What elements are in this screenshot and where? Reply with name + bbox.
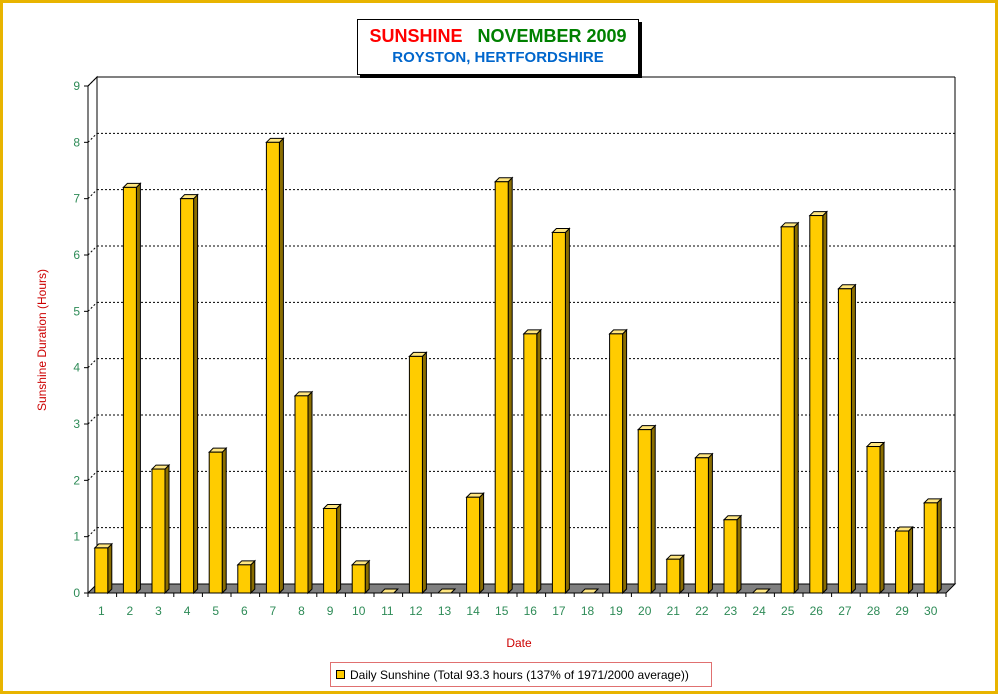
x-tick-label: 25	[781, 604, 795, 618]
bar	[293, 390, 314, 595]
y-tick-label: 1	[73, 530, 80, 544]
y-tick-label: 2	[73, 473, 80, 487]
y-tick-label: 3	[73, 417, 80, 431]
bar	[207, 446, 228, 595]
x-tick-label: 14	[466, 604, 480, 618]
gridline-diag	[87, 414, 98, 425]
gridline-diag	[87, 301, 98, 312]
gridline-diag	[87, 189, 98, 200]
x-tick-label: 12	[409, 604, 423, 618]
bar	[579, 588, 600, 594]
x-tick-label: 16	[524, 604, 538, 618]
x-tick-label: 23	[724, 604, 738, 618]
gridline-diag	[87, 132, 98, 143]
bar	[551, 227, 571, 595]
x-tick-label: 8	[298, 604, 305, 618]
x-tick-label: 18	[581, 604, 595, 618]
x-tick-label: 13	[438, 604, 452, 618]
title-sunshine: SUNSHINE	[369, 26, 463, 46]
bar	[493, 176, 514, 595]
bar	[408, 351, 428, 595]
bar	[608, 328, 628, 595]
bar	[322, 503, 342, 595]
gridline-diag	[87, 245, 98, 256]
legend-label: Daily Sunshine (Total 93.3 hours (137% o…	[350, 667, 689, 682]
bar	[379, 588, 400, 594]
x-tick-label: 20	[638, 604, 652, 618]
bar	[837, 283, 857, 595]
bar	[350, 559, 371, 595]
bar	[436, 588, 457, 594]
y-tick-label: 8	[73, 135, 80, 149]
x-tick-label: 6	[241, 604, 248, 618]
x-tick-label: 4	[184, 604, 191, 618]
x-tick-label: 24	[752, 604, 766, 618]
legend-swatch	[336, 670, 345, 679]
bar	[722, 514, 743, 595]
title-box: SUNSHINE NOVEMBER 2009 ROYSTON, HERTFORD…	[357, 19, 639, 75]
title-location: ROYSTON, HERTFORDSHIRE	[392, 49, 604, 66]
x-tick-label: 7	[270, 604, 277, 618]
x-tick-label: 29	[895, 604, 909, 618]
x-axis-label: Date	[506, 636, 532, 650]
y-tick-label: 5	[73, 304, 80, 318]
x-tick-label: 28	[867, 604, 881, 618]
bar	[93, 542, 114, 595]
x-tick-label: 3	[155, 604, 162, 618]
y-tick-label: 0	[73, 586, 80, 600]
x-tick-label: 26	[810, 604, 824, 618]
bar	[122, 182, 142, 595]
x-tick-label: 15	[495, 604, 509, 618]
bar	[894, 525, 914, 595]
left-wall	[87, 75, 98, 593]
gridline-diag	[87, 358, 98, 369]
x-tick-label: 2	[127, 604, 134, 618]
bar	[665, 553, 686, 595]
x-tick-label: 9	[327, 604, 334, 618]
x-tick-label: 30	[924, 604, 938, 618]
x-tick-label: 21	[667, 604, 681, 618]
bar	[922, 497, 943, 595]
bar	[179, 193, 199, 595]
bar	[751, 588, 771, 594]
bar	[465, 492, 485, 595]
bar	[265, 137, 285, 595]
bar	[522, 328, 543, 595]
gridline-diag	[87, 527, 98, 538]
title-month: NOVEMBER 2009	[477, 26, 627, 46]
bar	[236, 559, 257, 595]
y-tick-label: 6	[73, 248, 80, 262]
x-tick-label: 22	[695, 604, 709, 618]
x-tick-label: 11	[381, 604, 394, 618]
x-tick-label: 27	[838, 604, 852, 618]
bar	[636, 424, 657, 595]
x-tick-label: 5	[212, 604, 219, 618]
bar	[808, 210, 829, 595]
x-tick-label: 17	[552, 604, 566, 618]
y-tick-label: 9	[73, 79, 80, 93]
y-axis-label: Sunshine Duration (Hours)	[35, 268, 49, 412]
bar	[779, 221, 800, 595]
x-tick-label: 19	[609, 604, 623, 618]
chart-title: SUNSHINE NOVEMBER 2009	[358, 26, 638, 47]
x-tick-label: 10	[352, 604, 366, 618]
bar	[694, 452, 714, 595]
x-tick-label: 1	[98, 604, 105, 618]
legend: Daily Sunshine (Total 93.3 hours (137% o…	[330, 662, 712, 687]
gridline-diag	[87, 470, 98, 481]
y-tick-label: 4	[73, 361, 80, 375]
bar	[865, 441, 886, 595]
y-tick-label: 7	[73, 192, 80, 206]
bar	[150, 463, 171, 595]
